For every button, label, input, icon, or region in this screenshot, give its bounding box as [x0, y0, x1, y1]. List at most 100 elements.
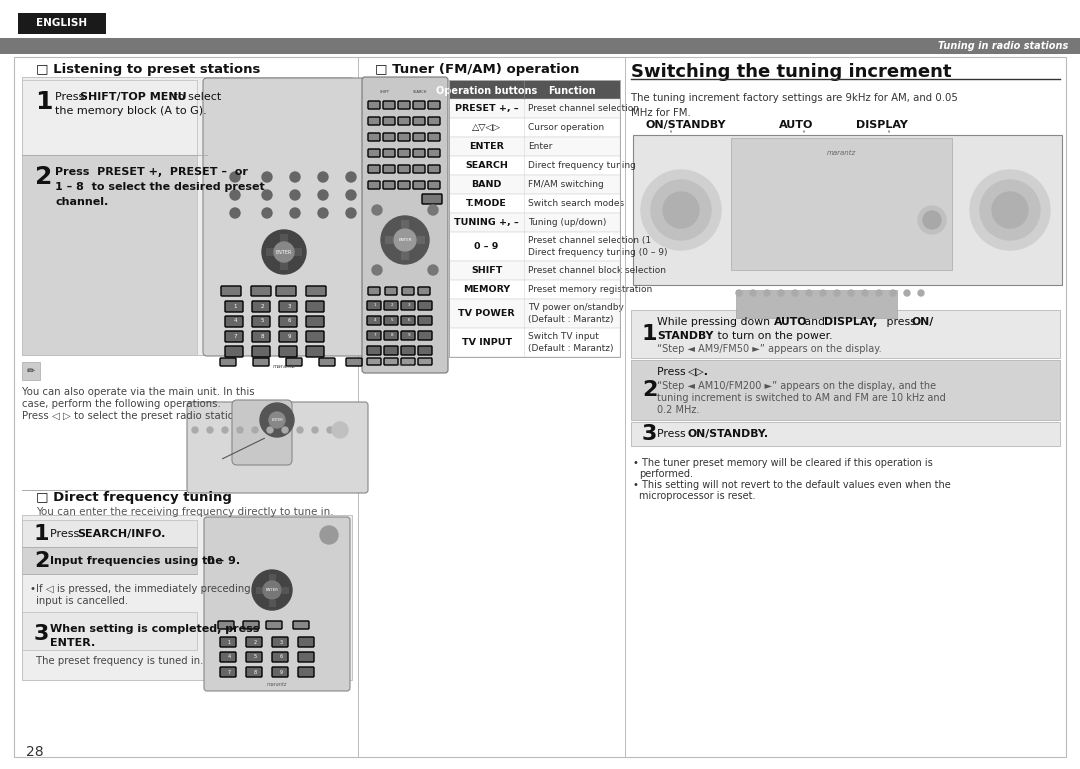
Text: 4: 4 [374, 318, 376, 322]
Text: △▽◁▷: △▽◁▷ [472, 123, 501, 132]
FancyBboxPatch shape [428, 117, 440, 125]
Bar [384, 236, 393, 244]
Text: T.MODE: T.MODE [467, 199, 507, 208]
FancyBboxPatch shape [225, 346, 243, 357]
FancyBboxPatch shape [367, 358, 381, 365]
Circle shape [764, 290, 770, 296]
Text: SEARCH: SEARCH [413, 90, 428, 94]
Text: 2: 2 [33, 551, 50, 571]
Circle shape [918, 290, 924, 296]
Circle shape [291, 172, 300, 182]
Text: ENTER: ENTER [469, 142, 504, 151]
Text: 6: 6 [287, 318, 291, 324]
FancyBboxPatch shape [346, 358, 362, 366]
FancyBboxPatch shape [225, 301, 243, 312]
Text: ◁ ▷: ◁ ▷ [834, 295, 856, 308]
Circle shape [848, 290, 854, 296]
Circle shape [262, 172, 272, 182]
Text: 5: 5 [254, 654, 257, 660]
Text: Function: Function [549, 85, 596, 95]
Text: BAND: BAND [472, 180, 502, 189]
FancyBboxPatch shape [306, 286, 326, 296]
Circle shape [642, 170, 721, 250]
FancyBboxPatch shape [428, 101, 440, 109]
Text: •If ◁ is pressed, the immediately preceding: •If ◁ is pressed, the immediately preced… [30, 584, 251, 594]
FancyBboxPatch shape [253, 358, 269, 366]
FancyBboxPatch shape [368, 117, 380, 125]
Bar [0, 38, 1080, 54]
FancyBboxPatch shape [368, 149, 380, 157]
FancyBboxPatch shape [272, 637, 288, 647]
FancyBboxPatch shape [220, 358, 237, 366]
Circle shape [372, 205, 382, 215]
Bar [269, 600, 275, 607]
Text: Preset channel selection: Preset channel selection [528, 104, 639, 113]
Bar [282, 587, 288, 594]
FancyBboxPatch shape [383, 165, 395, 173]
Text: DISPLAY,: DISPLAY, [824, 317, 877, 327]
Bar [22, 155, 197, 355]
FancyBboxPatch shape [399, 181, 410, 189]
Text: ON/STANDBY.: ON/STANDBY. [687, 429, 768, 439]
FancyBboxPatch shape [246, 652, 262, 662]
Text: Preset channel selection (1 – 8) /
Direct frequency tuning (0 – 9): Preset channel selection (1 – 8) / Direc… [528, 236, 677, 257]
FancyBboxPatch shape [418, 331, 432, 340]
FancyBboxPatch shape [418, 346, 432, 355]
Circle shape [904, 290, 910, 296]
FancyBboxPatch shape [225, 316, 243, 327]
FancyBboxPatch shape [401, 331, 415, 340]
Circle shape [970, 170, 1050, 250]
Text: Cursor operation: Cursor operation [528, 123, 605, 132]
Text: to select: to select [170, 92, 221, 102]
Circle shape [980, 180, 1040, 240]
Bar [449, 175, 620, 194]
Text: Direct frequency tuning: Direct frequency tuning [528, 161, 636, 170]
FancyBboxPatch shape [413, 149, 426, 157]
Circle shape [332, 422, 348, 438]
Circle shape [876, 290, 882, 296]
FancyBboxPatch shape [422, 194, 442, 204]
Circle shape [778, 290, 784, 296]
FancyBboxPatch shape [232, 400, 292, 465]
Text: 7: 7 [228, 670, 230, 674]
FancyBboxPatch shape [218, 621, 234, 629]
FancyBboxPatch shape [383, 149, 395, 157]
Text: 1: 1 [374, 303, 376, 307]
Circle shape [262, 230, 306, 274]
Circle shape [207, 427, 213, 433]
FancyBboxPatch shape [418, 287, 430, 295]
Text: “Step ◄ AM10/FM200 ►” appears on the display, and the: “Step ◄ AM10/FM200 ►” appears on the dis… [657, 381, 936, 391]
Text: Tuning in radio stations: Tuning in radio stations [937, 41, 1068, 51]
Text: marantz: marantz [272, 365, 296, 369]
Bar [294, 248, 302, 256]
FancyBboxPatch shape [368, 133, 380, 141]
Text: SHIFT: SHIFT [471, 266, 502, 275]
Bar [417, 236, 426, 244]
Text: MEMORY: MEMORY [463, 285, 510, 294]
Text: Tuning (up/down): Tuning (up/down) [528, 218, 607, 227]
Bar [269, 574, 275, 581]
FancyBboxPatch shape [362, 77, 448, 373]
Text: FM/AM switching: FM/AM switching [528, 180, 604, 189]
Bar [449, 137, 620, 156]
FancyBboxPatch shape [413, 117, 426, 125]
FancyBboxPatch shape [383, 133, 395, 141]
Text: 1: 1 [33, 524, 50, 544]
Text: Enter: Enter [528, 142, 553, 151]
Circle shape [318, 172, 328, 182]
Circle shape [372, 265, 382, 275]
Circle shape [750, 290, 756, 296]
Text: 0 – 9: 0 – 9 [474, 242, 499, 251]
Text: Input frequencies using the: Input frequencies using the [50, 556, 227, 566]
Bar [449, 280, 620, 299]
Text: • The tuner preset memory will be cleared if this operation is: • The tuner preset memory will be cleare… [633, 458, 933, 468]
Text: Press: Press [50, 529, 83, 539]
FancyBboxPatch shape [306, 301, 324, 312]
Circle shape [792, 290, 798, 296]
FancyBboxPatch shape [399, 165, 410, 173]
Text: AUTO: AUTO [774, 317, 808, 327]
Text: 1: 1 [35, 90, 53, 114]
Circle shape [428, 205, 438, 215]
Circle shape [806, 290, 812, 296]
FancyBboxPatch shape [367, 316, 381, 325]
